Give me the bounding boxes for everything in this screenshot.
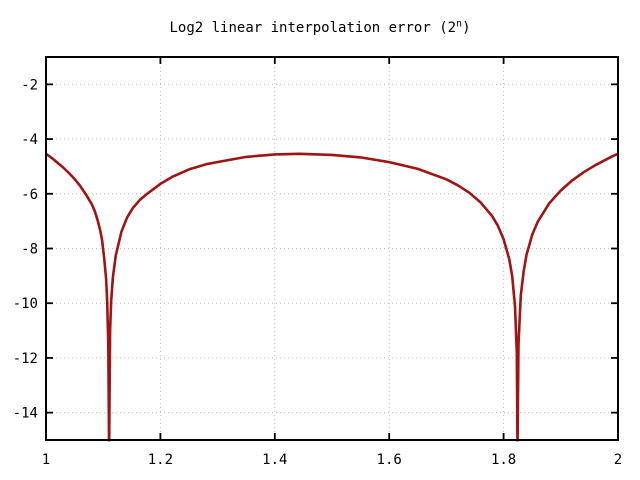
y-axis-tick-label: -8 [21, 242, 38, 258]
x-axis-tick-label: 2 [614, 452, 622, 468]
y-axis-tick-label: -4 [21, 132, 38, 148]
y-axis-tick-label: -14 [13, 406, 38, 422]
curve-log2-linear-interpolation-error [46, 152, 618, 442]
y-axis-tick-label: -10 [13, 296, 38, 312]
chart-title-superscript: n [456, 18, 463, 30]
chart-title-suffix: ) [462, 20, 471, 36]
x-axis-tick-label: 1 [42, 452, 50, 468]
y-axis-tick-label: -12 [13, 351, 38, 367]
x-axis-tick-label: 1.2 [148, 452, 173, 468]
y-axis-tick-label: -2 [21, 77, 38, 93]
chart-title: Log2 linear interpolation error (2n) [0, 18, 640, 36]
y-axis-tick-label: -6 [21, 187, 38, 203]
x-axis-tick-label: 1.6 [377, 452, 402, 468]
x-axis-tick-label: 1.4 [262, 452, 287, 468]
x-axis-tick-label: 1.8 [491, 452, 516, 468]
chart-title-prefix: Log2 linear interpolation error (2 [169, 20, 457, 36]
